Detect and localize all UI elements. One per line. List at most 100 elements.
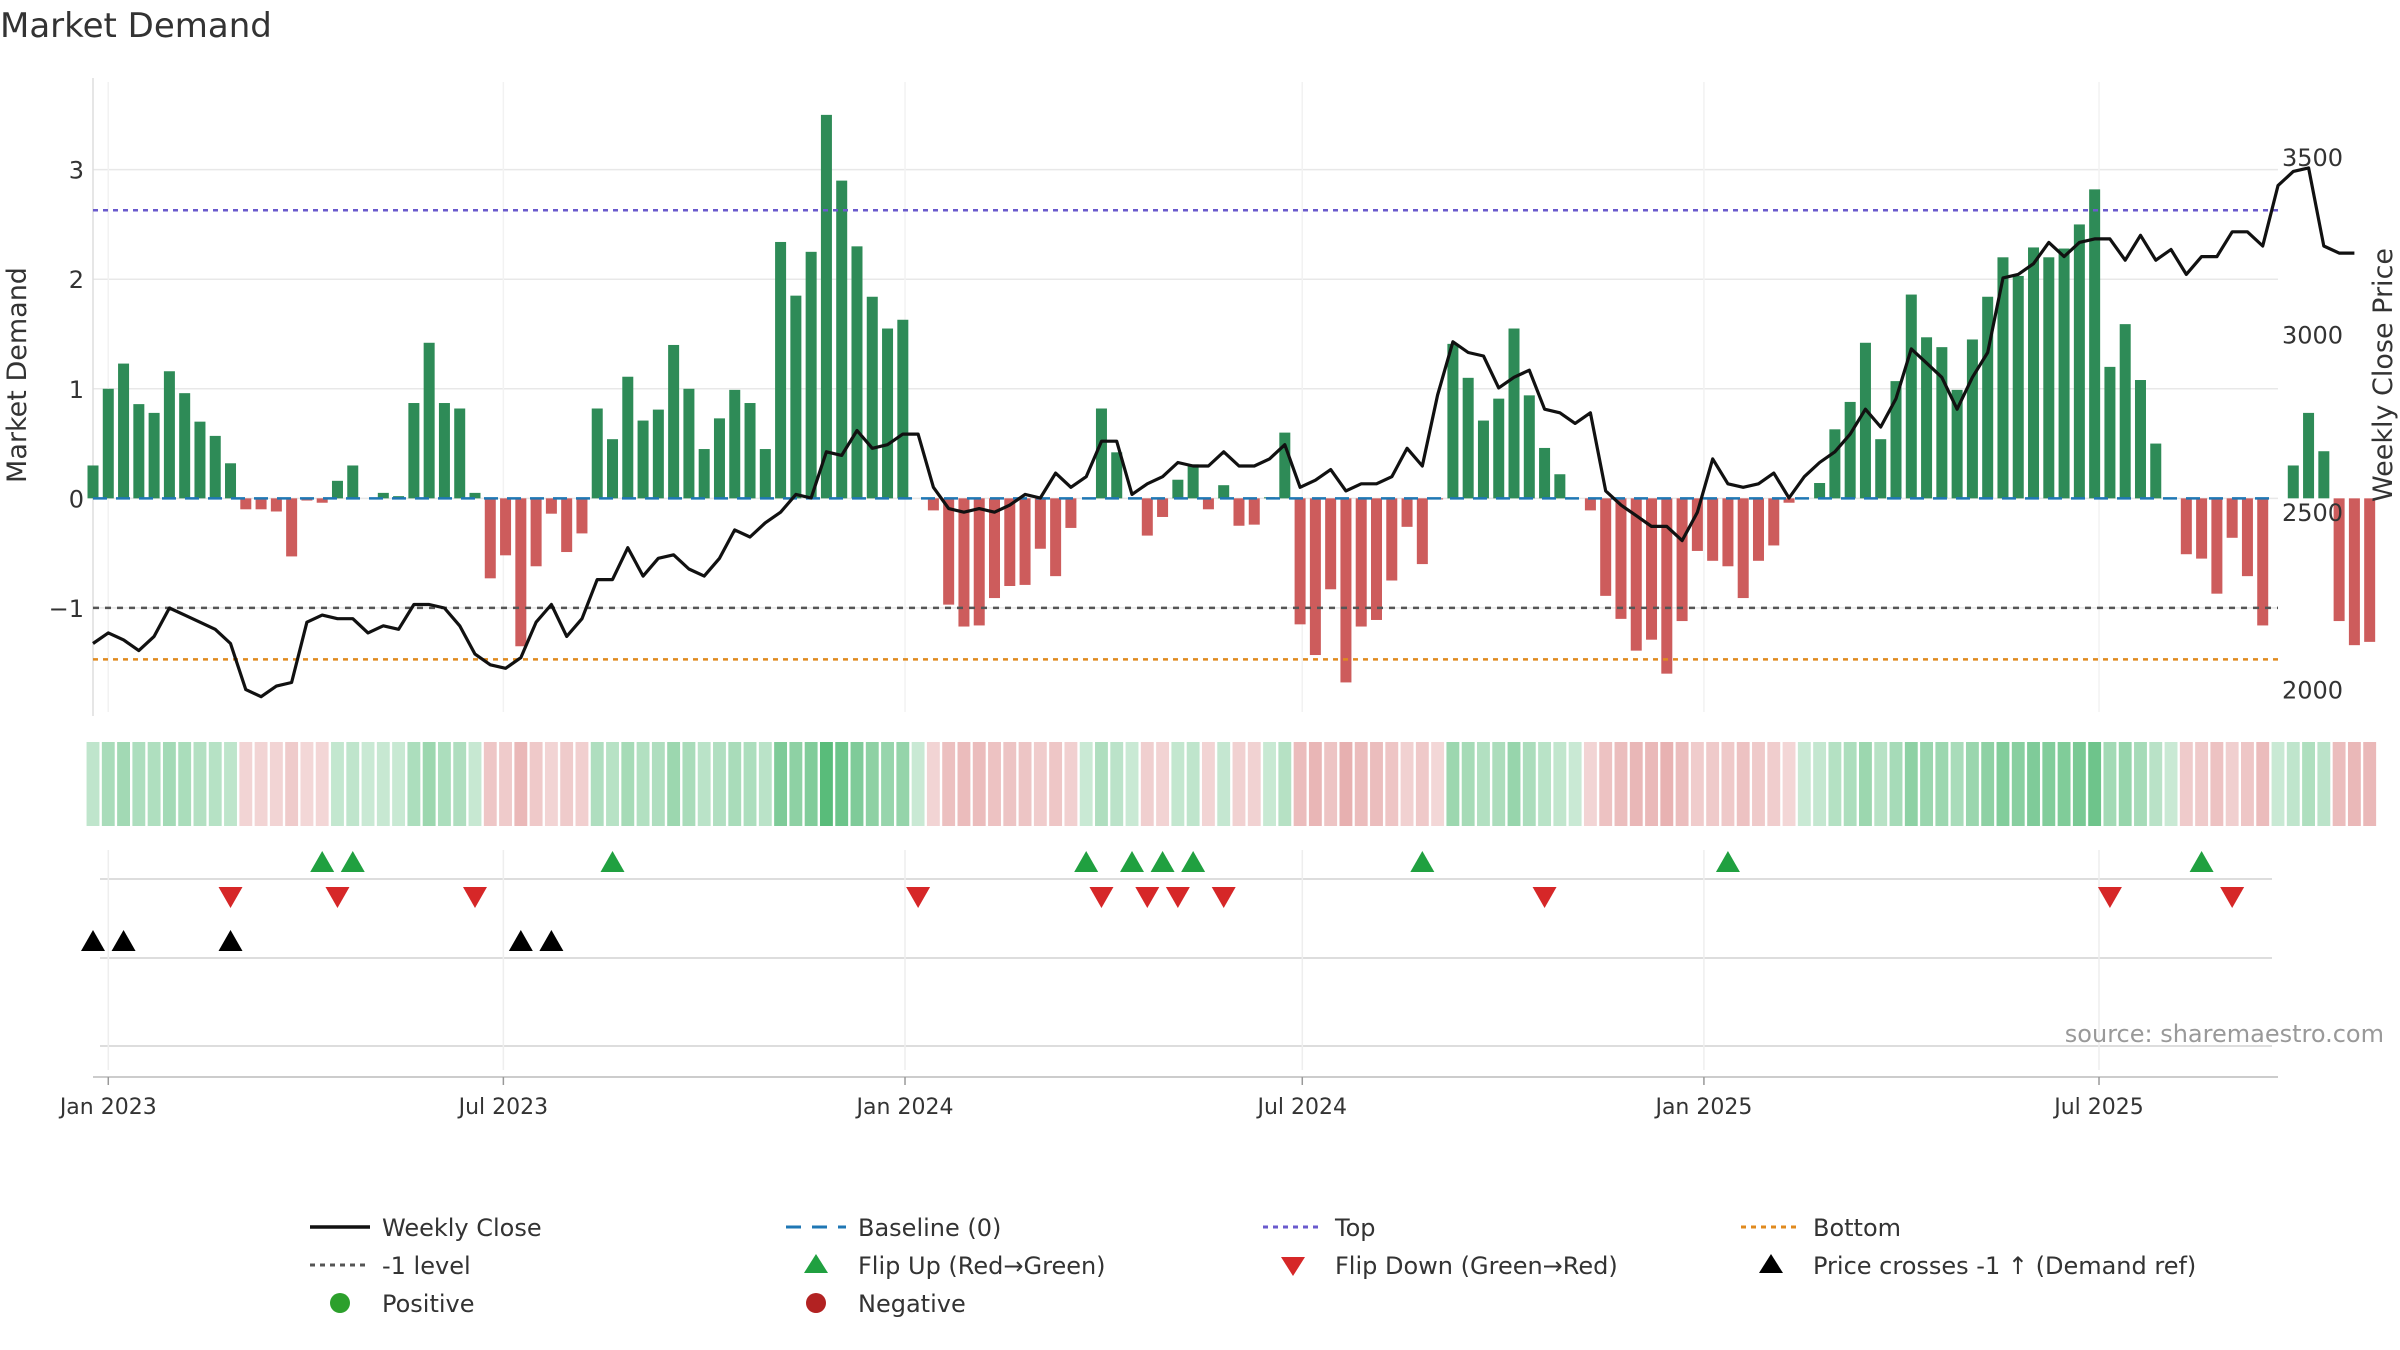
negative-demand-bar <box>2226 498 2238 538</box>
negative-demand-bar <box>1401 498 1413 527</box>
heat-cell <box>422 742 436 826</box>
flip-up-marker <box>340 851 365 872</box>
positive-demand-bar <box>179 393 191 499</box>
positive-demand-bar <box>759 449 771 499</box>
heat-cell <box>926 742 940 826</box>
heat-cell <box>2027 742 2040 826</box>
heat-cell <box>2042 742 2056 826</box>
heat-cell <box>881 742 894 826</box>
heat-cell <box>529 742 543 826</box>
positive-demand-bar <box>454 408 466 499</box>
positive-demand-bar <box>1172 479 1184 499</box>
heat-cell <box>2256 742 2270 826</box>
positive-demand-bar <box>469 492 481 499</box>
heat-cell <box>1874 742 1888 826</box>
axes: 3 2 1 0 −1 3500 3000 2500 2000 <box>49 144 2343 704</box>
positive-demand-bar <box>805 251 817 499</box>
heat-cell <box>1477 742 1490 826</box>
positive-demand-bar <box>331 480 343 499</box>
heat-cell <box>178 742 192 826</box>
heat-cell <box>1247 742 1261 826</box>
positive-demand-bar <box>851 246 863 499</box>
negative-demand-bar <box>1004 498 1016 586</box>
negative-demand-bar <box>1233 498 1245 526</box>
heat-cell <box>667 742 681 826</box>
positive-demand-bar <box>729 389 741 499</box>
heat-cell <box>1415 742 1429 826</box>
heat-cell <box>285 742 299 826</box>
positive-demand-bar <box>2150 443 2162 499</box>
heat-cell <box>1033 742 1047 826</box>
negative-demand-bar <box>2257 498 2269 626</box>
heat-cell <box>1095 742 1108 826</box>
heat-cell <box>560 742 574 826</box>
heat-cell <box>1981 742 1995 826</box>
positive-demand-bar <box>133 404 145 499</box>
heat-cell <box>1645 742 1658 826</box>
price-cross-marker <box>539 930 564 951</box>
heat-cell <box>2134 742 2147 826</box>
positive-demand-bar <box>148 412 160 499</box>
flip-down-marker <box>462 887 487 908</box>
flip-up-marker <box>310 851 335 872</box>
weekly-close-line <box>92 166 2355 699</box>
heat-cell <box>1721 742 1735 826</box>
price-cross-marker <box>111 930 136 951</box>
positive-demand-bar <box>866 296 878 499</box>
heat-cell <box>269 742 283 826</box>
heat-cell <box>361 742 375 826</box>
heat-cell <box>804 742 818 826</box>
positive-demand-bar <box>1523 395 1535 499</box>
positive-demand-bar <box>607 439 619 499</box>
heat-cell <box>2363 742 2377 826</box>
source-label: source: sharemaestro.com <box>2065 1020 2384 1048</box>
positive-demand-bar <box>1477 420 1489 499</box>
positive-demand-bar <box>713 418 725 499</box>
heat-cell <box>1003 742 1017 826</box>
heat-cell <box>1813 742 1827 826</box>
heat-cell <box>86 742 100 826</box>
negative-demand-bar <box>2180 498 2192 555</box>
demand-heat-strip <box>86 742 2377 826</box>
heat-cell <box>300 742 314 826</box>
y2-tick-label: 3500 <box>2282 144 2343 172</box>
negative-demand-bar <box>1248 498 1260 525</box>
heat-cell <box>651 742 665 826</box>
positive-demand-bar <box>882 328 894 499</box>
heat-cell <box>1660 742 1674 826</box>
heat-cell <box>1492 742 1506 826</box>
heat-cell <box>1782 742 1796 826</box>
heat-cell <box>1431 742 1445 826</box>
flip-down-marker <box>1211 887 1236 908</box>
heat-cell <box>1507 742 1521 826</box>
heat-cell <box>1339 742 1353 826</box>
heat-cell <box>2271 742 2285 826</box>
heat-cell <box>819 742 833 826</box>
heat-cell <box>1568 742 1582 826</box>
negative-demand-bar <box>515 498 527 647</box>
positive-demand-bar <box>2028 247 2040 499</box>
y-tick-label: 0 <box>69 485 84 513</box>
heat-cell <box>376 742 390 826</box>
positive-demand-bar <box>1997 257 2009 499</box>
heat-cell <box>2286 742 2300 826</box>
positive-demand-bar <box>2012 275 2024 499</box>
flip-down-marker <box>325 887 350 908</box>
flip-down-marker <box>1165 887 1190 908</box>
negative-demand-bar <box>1691 498 1703 551</box>
heat-cell <box>2195 742 2209 826</box>
negative-demand-bar <box>989 498 1001 599</box>
heat-cell <box>1996 742 2010 826</box>
legend-swatch <box>806 1293 826 1313</box>
heat-cell <box>483 742 497 826</box>
x-axis: Jan 2023 Jul 2023 Jan 2024 Jul 2024 Jan 2025… <box>58 1076 2278 1120</box>
heat-cell <box>1186 742 1200 826</box>
positive-demand-bar <box>1814 483 1826 499</box>
heat-cell <box>1767 742 1781 826</box>
flip-down-marker <box>906 887 931 908</box>
positive-demand-bar <box>1966 339 1978 499</box>
heat-cell <box>2210 742 2224 826</box>
negative-demand-bar <box>1065 498 1077 528</box>
positive-demand-bar <box>622 376 634 499</box>
positive-demand-bar <box>683 388 695 499</box>
